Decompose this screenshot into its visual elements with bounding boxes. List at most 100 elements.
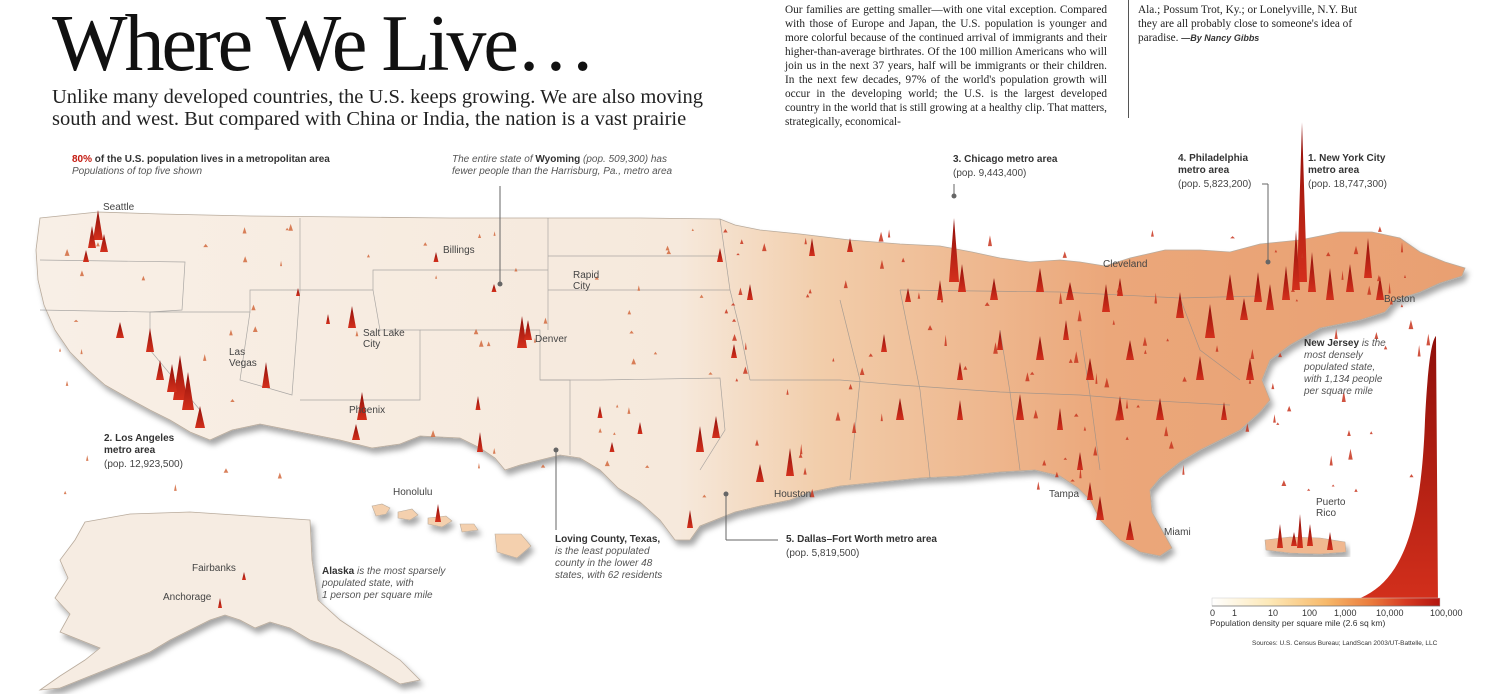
density-speck (1245, 423, 1250, 432)
density-speck (1142, 336, 1148, 346)
loving-county-note: Loving County, Texas, (555, 534, 660, 546)
density-speck (987, 235, 992, 247)
la-name-2: metro area (104, 445, 156, 456)
density-speck (65, 380, 69, 386)
density-speck (604, 460, 610, 467)
density-spike (1176, 292, 1184, 318)
wyoming-note: The entire state of Wyoming (pop. 509,30… (452, 154, 667, 166)
essay-text-1: Our families are getting smaller—with on… (785, 4, 1107, 128)
density-speck (786, 388, 789, 395)
density-speck (1033, 409, 1039, 419)
density-spike (1016, 394, 1024, 420)
density-spike (88, 226, 96, 248)
lower-48-landmass (35, 211, 1466, 557)
loving-line2: is the least populated (555, 546, 650, 557)
density-spike (957, 400, 963, 420)
density-speck (901, 257, 905, 263)
density-speck (1295, 299, 1299, 302)
density-speck (963, 365, 968, 370)
density-spike (262, 362, 270, 388)
chicago-label: 3. Chicago metro area (953, 154, 1057, 166)
density-speck (736, 253, 740, 256)
density-speck (251, 304, 256, 311)
essay-text-2: Ala.; Possum Trot, Ky.; or Lonelyville, … (1138, 4, 1358, 44)
density-speck (1182, 464, 1185, 475)
density-speck (613, 432, 616, 435)
legend-tick-10: 10 (1268, 608, 1279, 618)
density-spike (609, 442, 615, 452)
new-jersey-line1: is the (1359, 338, 1386, 349)
density-speck (993, 342, 998, 354)
density-speck (1408, 319, 1414, 330)
density-speck (762, 243, 767, 252)
density-speck (1409, 474, 1414, 478)
dallas-pop: (pop. 5,819,500) (786, 548, 860, 559)
density-speck (203, 243, 209, 248)
density-speck (285, 227, 289, 231)
leader-lines (499, 183, 1269, 541)
density-speck (473, 328, 479, 335)
density-speck (1112, 319, 1115, 325)
density-speck (917, 292, 921, 299)
density-speck (1150, 229, 1154, 237)
density-spike (747, 284, 753, 300)
density-speck (1353, 245, 1359, 255)
density-spike (1063, 320, 1069, 340)
density-speck (724, 308, 729, 314)
density-spike (990, 278, 998, 300)
density-speck (944, 334, 947, 346)
density-speck (229, 329, 233, 336)
density-speck (230, 399, 235, 402)
density-speck (73, 319, 79, 322)
density-spike (1221, 402, 1227, 420)
density-speck (514, 267, 518, 272)
density-speck (1079, 466, 1082, 479)
density-speck (1287, 405, 1292, 412)
density-speck (430, 430, 436, 437)
density-spike (958, 264, 966, 292)
city-seattle: Seattle (103, 202, 135, 213)
density-spike (1126, 340, 1134, 360)
density-spike (326, 314, 330, 324)
density-speck (880, 413, 883, 422)
density-spike (1246, 358, 1254, 380)
density-speck (1070, 479, 1075, 482)
nyc-label: 1. New York City (1308, 153, 1385, 165)
density-speck (533, 337, 537, 343)
density-speck (223, 468, 229, 473)
density-spike (1226, 274, 1234, 300)
chicago-pop: (pop. 9,443,400) (953, 168, 1027, 179)
density-speck (809, 488, 815, 498)
density-speck (1230, 236, 1235, 239)
city-las-vegas: Las (229, 347, 246, 358)
density-speck (1400, 304, 1404, 308)
density-speck (1116, 285, 1122, 293)
density-spike (637, 422, 643, 434)
density-spike (1307, 524, 1313, 546)
density-speck (1104, 377, 1110, 388)
density-speck (1068, 358, 1073, 363)
density-spike (1102, 284, 1110, 312)
new-jersey-line4: with 1,134 people (1304, 374, 1383, 385)
new-jersey-line3: populated state, (1304, 362, 1376, 373)
density-spike (352, 424, 360, 440)
nyc-name-2: metro area (1308, 165, 1360, 176)
density-speck (1073, 351, 1079, 363)
density-spike (156, 360, 164, 380)
city-miami: Miami (1164, 527, 1191, 538)
density-spike (597, 406, 603, 418)
density-spike (1086, 358, 1094, 380)
density-speck (738, 287, 743, 295)
density-spike (1346, 264, 1354, 292)
density-spike (1126, 520, 1134, 540)
density-speck (927, 325, 933, 331)
density-speck (1331, 484, 1335, 487)
density-speck (1347, 430, 1351, 437)
density-speck (478, 233, 482, 238)
city-fairbanks: Fairbanks (192, 563, 236, 574)
city-anchorage: Anchorage (163, 592, 212, 603)
density-spike (905, 288, 911, 302)
density-speck (1154, 292, 1158, 304)
density-speck (1025, 372, 1030, 382)
density-speck (691, 228, 694, 231)
